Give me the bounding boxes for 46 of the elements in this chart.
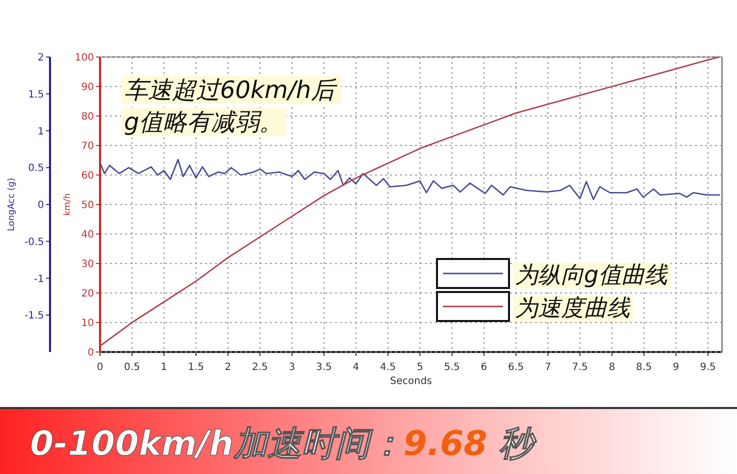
y-axis-title: LongAcc (g) xyxy=(7,178,17,232)
x-tick-label: 1 xyxy=(160,362,168,373)
x-tick-label: 7 xyxy=(544,362,552,373)
x-tick-label: 0.5 xyxy=(124,362,140,373)
y2-axis-title: km/h xyxy=(63,193,73,216)
y-tick-label: 1 xyxy=(38,126,44,138)
x-tick-label: 6 xyxy=(480,362,488,373)
y2-tick-label: 100 xyxy=(74,52,94,64)
x-tick-label: 6.5 xyxy=(508,362,524,373)
x-tick-label: 1.5 xyxy=(188,362,204,373)
x-tick-label: 5 xyxy=(416,362,424,373)
annotation: 车速超过60km/h后 g值略有减弱。 xyxy=(124,76,338,136)
y-tick-label: 1.5 xyxy=(28,89,44,100)
text: 0-100km/h加速时间：9.68 秒 xyxy=(30,424,538,464)
y2-tick-label: 90 xyxy=(81,82,94,93)
y2-tick-label: 10 xyxy=(81,318,94,329)
y2-tick-label: 0 xyxy=(88,348,94,358)
y2-tick-label: 70 xyxy=(81,141,94,152)
x-tick-label: 4.5 xyxy=(380,362,396,373)
x-tick-label: 2.5 xyxy=(252,362,268,373)
x-tick-label: 2 xyxy=(224,362,232,373)
y-tick-label: 2 xyxy=(38,52,44,64)
x-tick-label: 5.5 xyxy=(444,362,460,373)
y-tick-label: -1 xyxy=(34,274,44,285)
x-tick-label: 7.5 xyxy=(572,362,588,373)
x-tick-label: 3.5 xyxy=(316,362,332,373)
y-tick-label: 0 xyxy=(38,200,44,211)
x-tick-label: 9.5 xyxy=(700,362,716,373)
y2-tick-label: 80 xyxy=(81,112,94,122)
x-tick-label: 8 xyxy=(608,362,616,373)
y2-tick-label: 20 xyxy=(81,288,94,300)
y2-tick-label: 30 xyxy=(81,259,94,270)
y2-tick-label: 40 xyxy=(81,230,94,240)
y2-tick-label: 50 xyxy=(81,200,94,211)
x-axis-title: Seconds xyxy=(390,376,432,387)
y-tick-label: 0.5 xyxy=(28,163,44,174)
x-tick-label: 4 xyxy=(352,362,360,373)
legend-label: 为速度曲线 xyxy=(515,296,631,322)
y-tick-label: -1.5 xyxy=(24,310,44,322)
x-tick-label: 8.5 xyxy=(636,362,652,373)
legend-label: 为纵向g值曲线 xyxy=(515,262,669,288)
x-tick-label: 3 xyxy=(288,362,296,373)
x-tick-label: 9 xyxy=(672,362,680,373)
y2-tick-label: 60 xyxy=(81,170,94,182)
y-tick-label: -0.5 xyxy=(24,236,44,248)
x-tick-label: 0 xyxy=(96,362,104,373)
